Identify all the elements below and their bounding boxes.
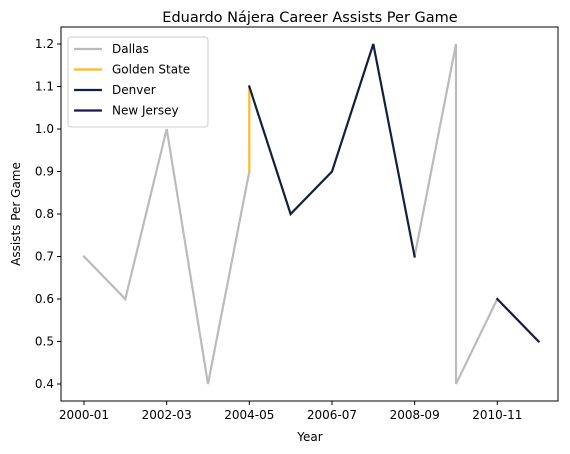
y-tick-label: 0.7 (35, 250, 54, 264)
series-line-new-jersey-0 (495, 297, 541, 344)
x-tick-label: 2006-07 (307, 408, 357, 422)
x-tick-label: 2004-05 (224, 408, 274, 422)
y-tick-label: 0.4 (35, 377, 54, 391)
legend: Dallas Golden State Denver New Jersey (67, 36, 209, 128)
series-line-dallas-1 (413, 43, 499, 385)
y-tick-label: 0.8 (35, 207, 54, 221)
chart-title: Eduardo Nájera Career Assists Per Game (162, 10, 457, 26)
legend-label-dallas: Dallas (112, 42, 149, 56)
y-tick-label: 0.6 (35, 292, 54, 306)
y-axis-label: Assists Per Game (9, 162, 23, 266)
legend-label-golden-state: Golden State (112, 63, 190, 77)
x-tick-label: 2008-09 (390, 408, 440, 422)
x-tick-label: 2002-03 (142, 408, 192, 422)
series-line-denver-0 (247, 43, 416, 258)
legend-label-denver: Denver (112, 83, 156, 97)
y-tick-label: 1.2 (35, 37, 54, 51)
y-axis: 0.4 0.5 0.6 0.7 0.8 0.9 1.0 1.1 1.2 (35, 37, 61, 391)
y-tick-label: 1.0 (35, 122, 54, 136)
x-axis: 2000-01 2002-03 2004-05 2006-07 2008-09 2010-… (59, 401, 522, 422)
series-line-dallas-0 (82, 128, 251, 385)
series-layer (82, 43, 541, 385)
x-tick-label: 2010-11 (472, 408, 522, 422)
y-tick-label: 1.1 (35, 80, 54, 94)
x-axis-label: Year (296, 430, 322, 444)
y-tick-label: 0.5 (35, 335, 54, 349)
x-tick-label: 2000-01 (59, 408, 109, 422)
legend-label-new-jersey: New Jersey (112, 104, 179, 118)
legend-box (67, 36, 209, 128)
y-tick-label: 0.9 (35, 165, 54, 179)
